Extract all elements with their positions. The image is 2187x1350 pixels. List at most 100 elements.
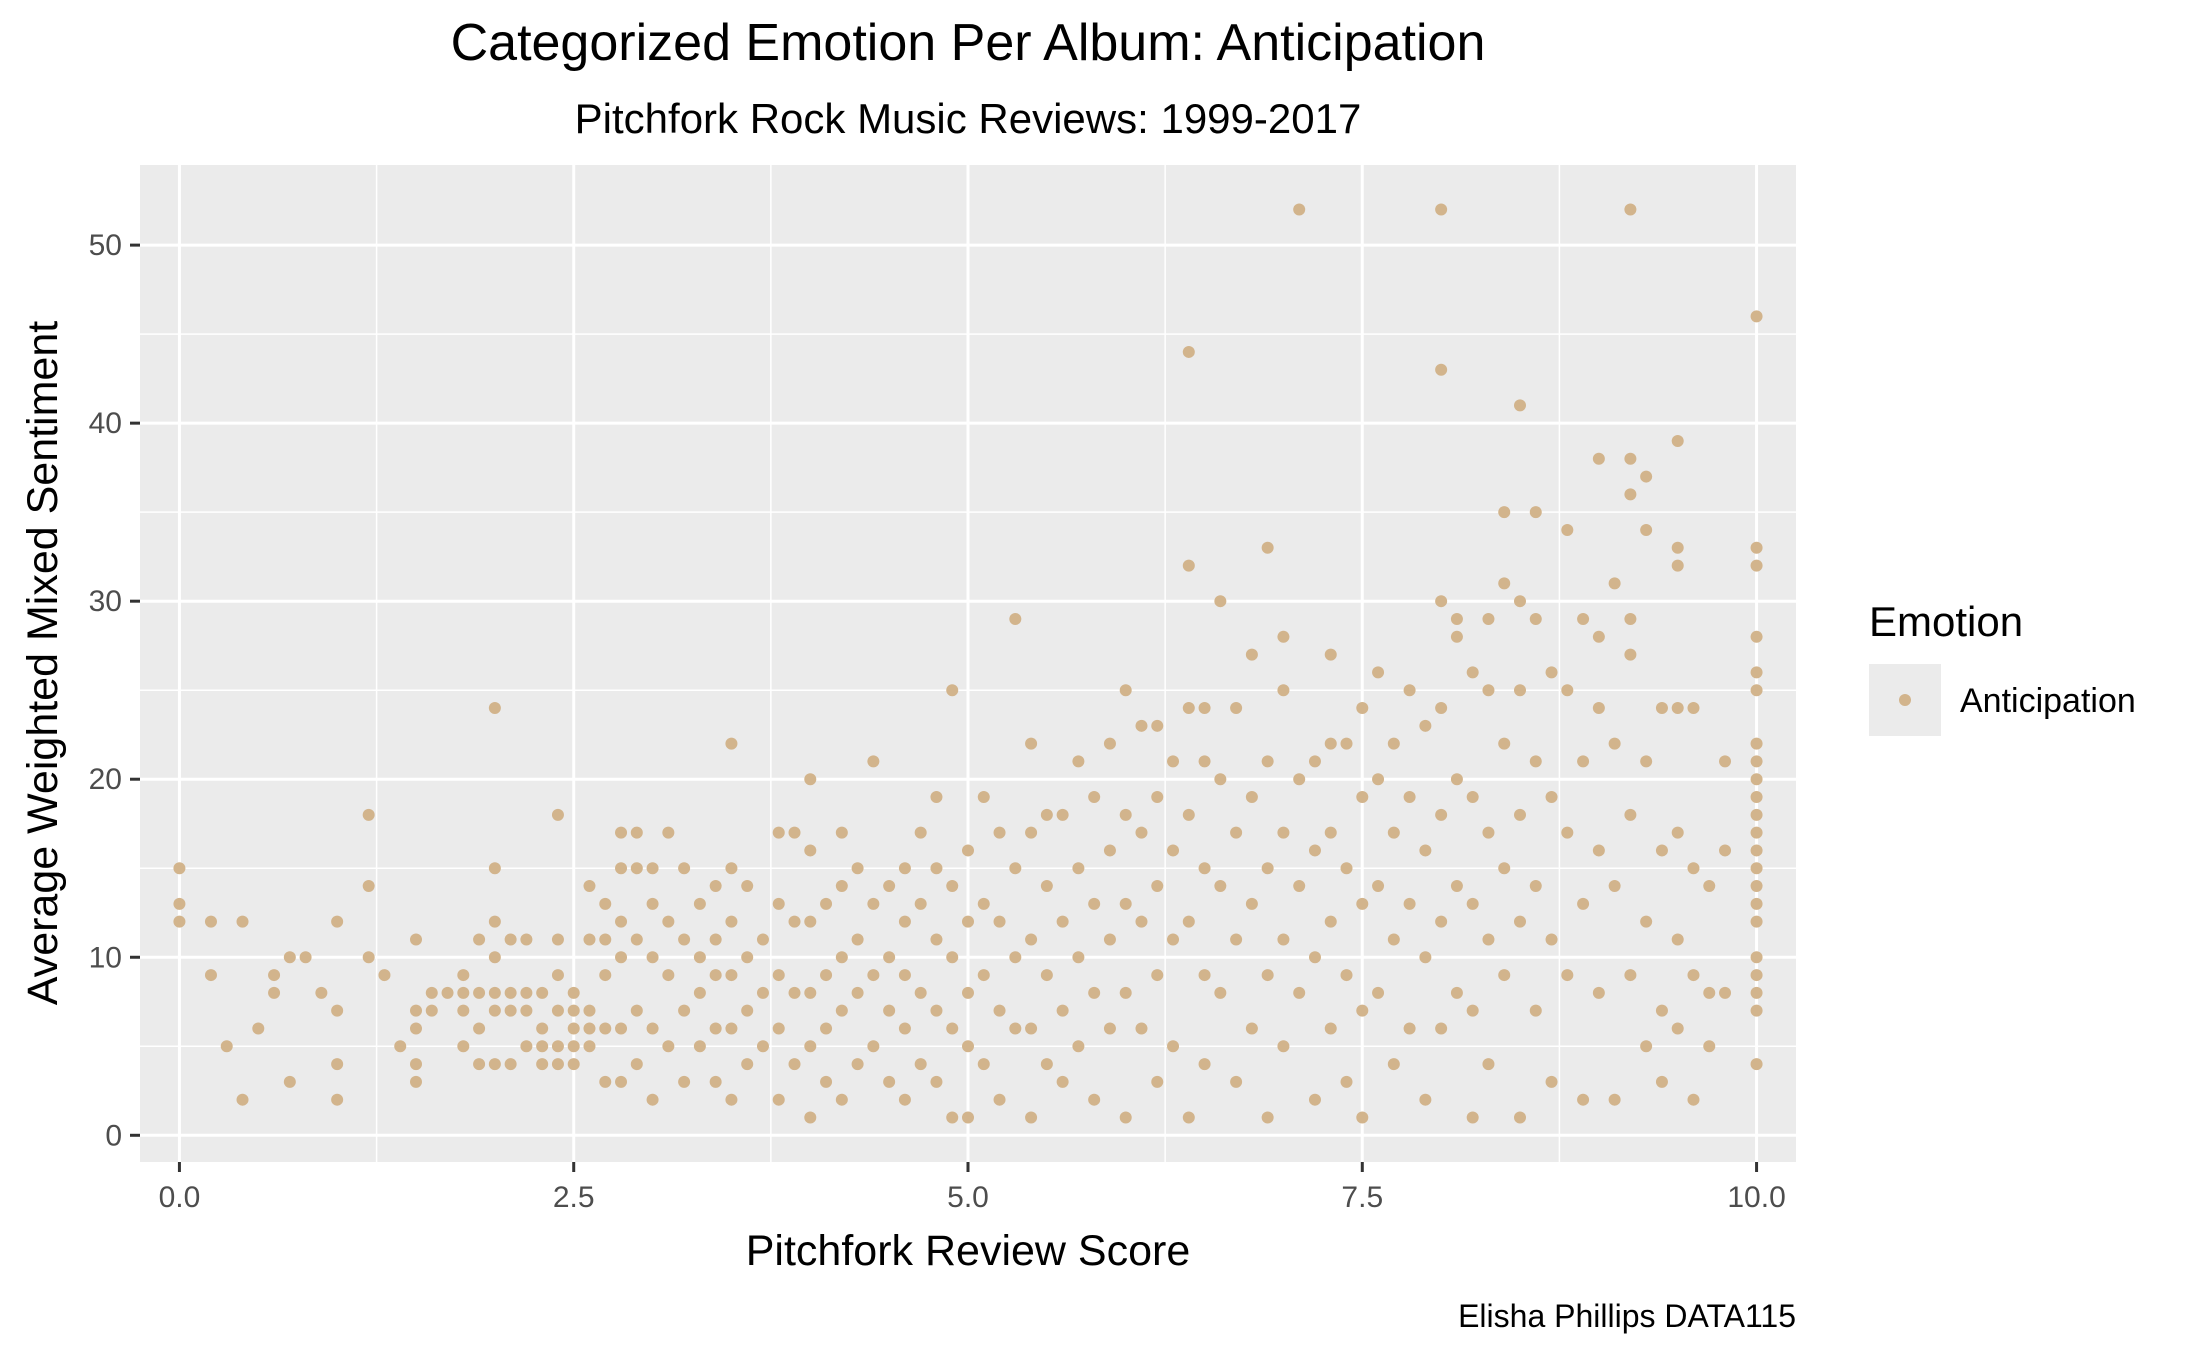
data-point [646,951,659,964]
data-point [1372,880,1385,893]
data-point [1577,755,1590,768]
data-point [804,844,817,857]
data-point [473,1058,486,1071]
data-point [1103,844,1116,857]
data-point [252,1022,265,1035]
data-point [1372,666,1385,679]
data-point [1514,684,1526,697]
data-point [693,951,706,964]
data-point [410,1075,422,1088]
data-point [1167,933,1180,946]
data-point [993,915,1006,928]
data-point [1545,1075,1558,1088]
data-point [962,844,974,857]
data-point [1103,933,1116,946]
data-point [678,933,691,946]
data-point [693,986,706,999]
data-point [1324,1022,1337,1035]
data-point [1245,897,1258,910]
x-tick-label: 2.5 [553,1181,595,1214]
data-point [1514,808,1526,821]
data-point [1577,1093,1590,1106]
data-point [1025,1111,1038,1124]
data-point [488,862,501,875]
data-point [1230,826,1243,839]
data-point [567,1058,580,1071]
data-point [1624,452,1637,465]
data-point [883,880,896,893]
data-point [788,1058,801,1071]
data-point [331,1093,344,1106]
data-point [520,1004,533,1017]
data-point [1308,951,1321,964]
data-point [977,1058,990,1071]
x-tick-label: 7.5 [1341,1181,1383,1214]
data-point [299,951,312,964]
data-point [1403,791,1416,804]
legend-key-point [1899,694,1911,706]
data-point [646,1022,659,1035]
data-point [1403,897,1416,910]
data-point [1119,684,1132,697]
data-point [536,1040,549,1053]
data-point [835,1004,848,1017]
data-point [804,773,817,786]
data-point [1655,1004,1668,1017]
data-point [1261,969,1274,982]
data-point [1387,933,1400,946]
data-point [1750,684,1763,697]
data-point [630,862,643,875]
data-point [1529,612,1542,625]
data-point [772,826,785,839]
data-point [1103,737,1116,750]
data-point [599,969,612,982]
data-point [204,969,217,982]
data-point [473,1022,486,1035]
data-point [977,897,990,910]
data-point [599,1075,612,1088]
data-point [1466,1004,1479,1017]
data-point [362,808,375,821]
data-point [1230,702,1243,715]
data-point [1214,773,1227,786]
data-point [1750,969,1763,982]
data-point [488,951,501,964]
data-point [1261,541,1274,554]
data-point [1435,702,1448,715]
data-point [1561,684,1574,697]
data-point [804,1111,817,1124]
data-point [1056,915,1069,928]
data-point [1466,897,1479,910]
data-point [946,1022,959,1035]
data-point [1545,791,1558,804]
data-point [1009,862,1022,875]
data-point [1608,737,1621,750]
data-point [488,702,501,715]
data-point [1498,862,1511,875]
data-point [1608,577,1621,590]
data-point [725,862,738,875]
data-point [1750,541,1763,554]
data-point [1182,1111,1195,1124]
data-point [1151,1075,1164,1088]
data-point [583,1022,596,1035]
data-point [820,1022,833,1035]
data-point [551,1058,564,1071]
data-point [1561,523,1574,536]
data-point [946,684,959,697]
data-point [962,915,974,928]
data-point [1324,648,1337,661]
data-point [820,969,833,982]
data-point [930,791,943,804]
data-point [1040,969,1053,982]
data-point [1624,612,1637,625]
data-point [1356,702,1369,715]
data-point [1592,702,1605,715]
data-point [1750,630,1763,643]
data-point [1624,969,1637,982]
data-point [1687,969,1700,982]
data-point [1498,506,1511,519]
data-point [1466,791,1479,804]
data-point [1277,1040,1290,1053]
data-point [1387,826,1400,839]
